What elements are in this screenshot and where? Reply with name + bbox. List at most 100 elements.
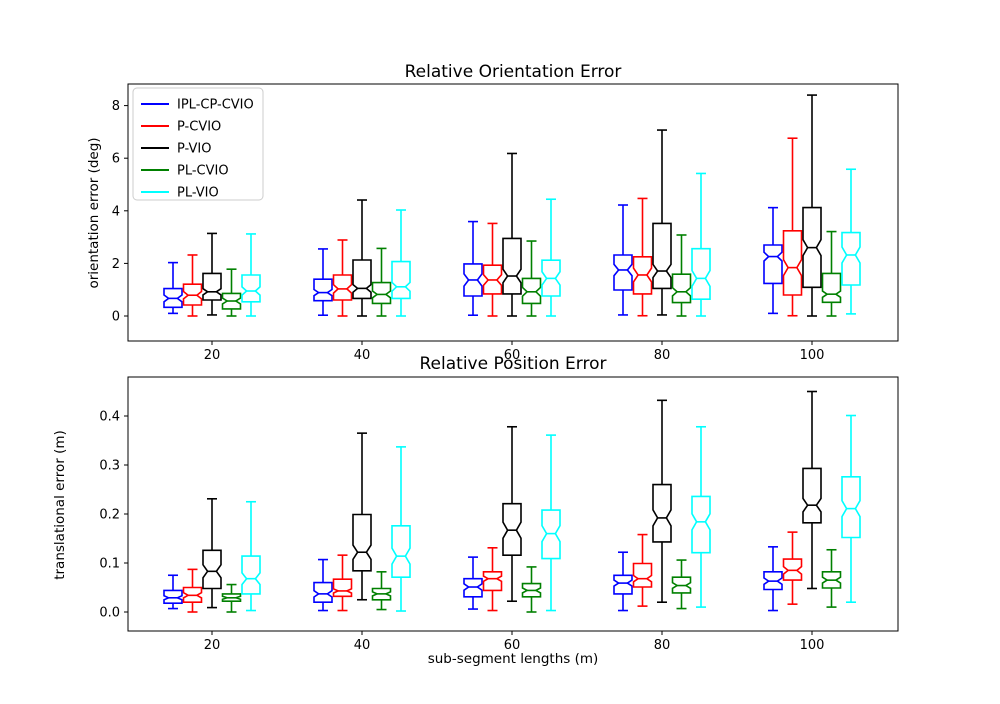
box bbox=[352, 259, 372, 300]
box-P-VIO-80 bbox=[652, 399, 672, 604]
box-PL-CVIO-60 bbox=[521, 566, 542, 613]
box bbox=[482, 264, 503, 295]
box bbox=[352, 513, 372, 572]
box-P-CVIO-100 bbox=[782, 137, 803, 317]
box-IPL-CP-CVIO-60 bbox=[463, 220, 483, 317]
box-P-CVIO-80 bbox=[632, 533, 653, 607]
box bbox=[691, 247, 711, 301]
top-plot-ylabel: orientation error (deg) bbox=[86, 137, 102, 288]
legend-label-PL-CVIO: PL-CVIO bbox=[177, 164, 229, 179]
box-P-VIO-80 bbox=[652, 129, 672, 316]
box-P-VIO-20 bbox=[202, 498, 222, 609]
box bbox=[371, 587, 392, 601]
box bbox=[541, 259, 561, 297]
box bbox=[332, 578, 353, 598]
top-plot-area: 0 2 4 6 8 20 40 60 80 100 bbox=[112, 83, 899, 363]
box-PL-VIO-20 bbox=[241, 233, 261, 317]
legend-label-P-VIO: P-VIO bbox=[177, 142, 211, 157]
box bbox=[241, 555, 261, 595]
y-tick-label: 8 bbox=[112, 99, 120, 114]
box bbox=[652, 483, 672, 543]
box-IPL-CP-CVIO-20 bbox=[163, 574, 183, 610]
box bbox=[841, 475, 861, 539]
box bbox=[763, 570, 783, 591]
box bbox=[163, 589, 183, 605]
box-P-VIO-40 bbox=[352, 432, 372, 601]
box bbox=[371, 281, 392, 305]
bottom-plot-title: Relative Position Error bbox=[420, 354, 607, 374]
axes-frame bbox=[127, 376, 899, 632]
x-tick-label: 20 bbox=[204, 348, 221, 363]
box-IPL-CP-CVIO-100 bbox=[763, 206, 783, 315]
box-P-VIO-100 bbox=[802, 94, 822, 317]
x-tick-label: 60 bbox=[504, 638, 521, 653]
legend-label-IPL-CP-CVIO: IPL-CP-CVIO bbox=[177, 98, 254, 113]
box-P-VIO-40 bbox=[352, 199, 372, 317]
box bbox=[782, 558, 803, 581]
legend-box bbox=[132, 87, 264, 201]
box bbox=[521, 277, 542, 305]
x-axis-label: sub-segment lengths (m) bbox=[428, 651, 599, 667]
y-tick-label: 2 bbox=[112, 257, 120, 272]
box-PL-VIO-100 bbox=[841, 414, 861, 604]
box-PL-VIO-20 bbox=[241, 500, 261, 612]
box bbox=[802, 206, 822, 289]
box bbox=[163, 287, 183, 309]
box bbox=[821, 272, 842, 304]
box-PL-VIO-60 bbox=[541, 434, 561, 612]
box bbox=[391, 260, 411, 300]
y-tick-label: 0.1 bbox=[99, 557, 120, 572]
box-PL-CVIO-100 bbox=[821, 230, 842, 317]
box bbox=[652, 222, 672, 290]
box bbox=[202, 272, 222, 301]
box-PL-CVIO-20 bbox=[221, 583, 242, 613]
box-PL-CVIO-80 bbox=[671, 234, 692, 317]
box bbox=[313, 581, 333, 604]
box bbox=[613, 574, 633, 595]
box bbox=[482, 570, 503, 592]
box-P-CVIO-40 bbox=[332, 239, 353, 317]
box bbox=[802, 467, 822, 524]
box bbox=[521, 582, 542, 598]
box-P-CVIO-20 bbox=[182, 568, 203, 613]
box bbox=[241, 274, 261, 303]
box bbox=[782, 230, 803, 296]
box-PL-VIO-100 bbox=[841, 168, 861, 315]
box bbox=[763, 244, 783, 285]
box-PL-VIO-80 bbox=[691, 425, 711, 608]
box bbox=[182, 283, 203, 306]
box-PL-VIO-40 bbox=[391, 446, 411, 612]
box-P-VIO-20 bbox=[202, 232, 222, 316]
box-P-CVIO-40 bbox=[332, 554, 353, 612]
box bbox=[221, 292, 242, 310]
box-P-VIO-60 bbox=[502, 152, 522, 317]
box bbox=[463, 577, 483, 598]
box-PL-VIO-40 bbox=[391, 209, 411, 317]
box-PL-CVIO-20 bbox=[221, 268, 242, 317]
box bbox=[463, 263, 483, 297]
box-IPL-CP-CVIO-60 bbox=[463, 556, 483, 610]
box-P-CVIO-20 bbox=[182, 254, 203, 317]
x-tick-label: 20 bbox=[204, 638, 221, 653]
box-IPL-CP-CVIO-100 bbox=[763, 546, 783, 612]
box bbox=[613, 254, 633, 291]
box-P-CVIO-60 bbox=[482, 547, 503, 612]
y-tick-label: 6 bbox=[112, 152, 120, 167]
box-IPL-CP-CVIO-40 bbox=[313, 558, 333, 612]
box-IPL-CP-CVIO-80 bbox=[613, 204, 633, 316]
box-IPL-CP-CVIO-80 bbox=[613, 551, 633, 612]
box bbox=[821, 570, 842, 589]
y-tick-label: 0.3 bbox=[99, 459, 120, 474]
box-P-VIO-100 bbox=[802, 390, 822, 590]
legend-label-P-CVIO: P-CVIO bbox=[177, 120, 221, 135]
box-PL-CVIO-100 bbox=[821, 548, 842, 608]
box bbox=[502, 237, 522, 295]
box bbox=[541, 509, 561, 560]
x-tick-label: 100 bbox=[800, 348, 825, 363]
bottom-plot-area: 0.0 0.1 0.2 0.3 0.4 20 40 60 80 100 bbox=[99, 376, 899, 653]
box bbox=[841, 231, 861, 286]
box bbox=[332, 274, 353, 301]
legend: IPL-CP-CVIO P-CVIO P-VIO PL-CVIO PL-VIO bbox=[132, 87, 264, 201]
